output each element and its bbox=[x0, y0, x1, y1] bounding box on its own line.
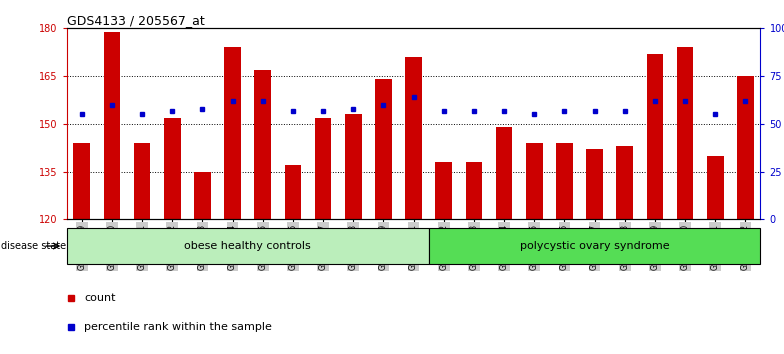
Bar bbox=[285, 165, 301, 219]
Text: percentile rank within the sample: percentile rank within the sample bbox=[85, 322, 272, 332]
Bar bbox=[495, 127, 513, 219]
Bar bbox=[647, 54, 663, 219]
Text: polycystic ovary syndrome: polycystic ovary syndrome bbox=[520, 241, 670, 251]
Bar bbox=[194, 172, 211, 219]
Bar bbox=[677, 47, 693, 219]
Bar bbox=[616, 146, 633, 219]
Bar bbox=[556, 143, 572, 219]
Bar bbox=[255, 70, 271, 219]
Bar bbox=[74, 143, 90, 219]
Bar bbox=[314, 118, 332, 219]
Text: GDS4133 / 205567_at: GDS4133 / 205567_at bbox=[67, 14, 205, 27]
Bar bbox=[164, 118, 180, 219]
Bar bbox=[103, 32, 120, 219]
Bar bbox=[586, 149, 603, 219]
Bar bbox=[224, 47, 241, 219]
Text: disease state: disease state bbox=[2, 241, 67, 251]
Bar bbox=[435, 162, 452, 219]
Bar bbox=[67, 228, 429, 264]
Bar bbox=[466, 162, 482, 219]
Bar bbox=[134, 143, 151, 219]
Bar bbox=[707, 156, 724, 219]
Bar bbox=[375, 79, 392, 219]
Text: obese healthy controls: obese healthy controls bbox=[184, 241, 311, 251]
Bar bbox=[405, 57, 422, 219]
Bar bbox=[526, 143, 543, 219]
Bar bbox=[737, 76, 753, 219]
Text: count: count bbox=[85, 292, 116, 303]
Bar bbox=[429, 228, 760, 264]
Bar bbox=[345, 114, 361, 219]
